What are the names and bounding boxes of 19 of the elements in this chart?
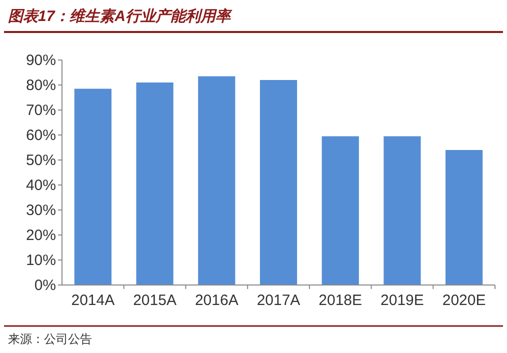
ytick: 20% <box>26 227 56 244</box>
xtick: 2018E <box>318 292 362 309</box>
annotation: 来源：公司公告 <box>8 332 92 346</box>
ytick: 70% <box>26 102 56 119</box>
title: 图表17：维生素A行业产能利用率 <box>8 8 231 25</box>
xtick: 2017A <box>256 292 300 309</box>
xtick: 2020E <box>442 292 486 309</box>
xtick: 2016A <box>194 292 238 309</box>
ytick: 80% <box>26 77 56 94</box>
ytick: 0% <box>34 277 56 294</box>
ytick: 50% <box>26 152 56 169</box>
xtick: 2019E <box>380 292 424 309</box>
ytick: 60% <box>26 127 56 144</box>
ytick: 10% <box>26 252 56 269</box>
ytick: 90% <box>26 52 56 69</box>
ytick: 40% <box>26 177 56 194</box>
xtick: 2014A <box>71 292 115 309</box>
xtick: 2015A <box>133 292 176 309</box>
ytick: 30% <box>26 202 56 219</box>
